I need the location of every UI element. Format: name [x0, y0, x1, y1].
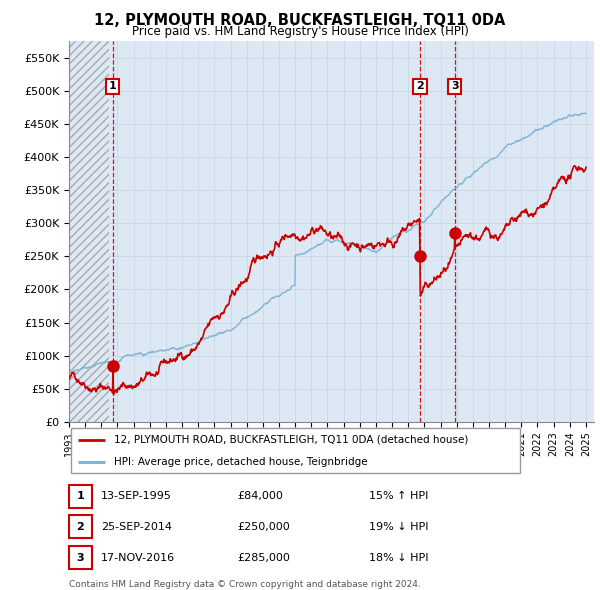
Text: 13-SEP-1995: 13-SEP-1995 [101, 491, 172, 501]
Text: HPI: Average price, detached house, Teignbridge: HPI: Average price, detached house, Teig… [115, 457, 368, 467]
Text: £84,000: £84,000 [237, 491, 283, 501]
Text: 17-NOV-2016: 17-NOV-2016 [101, 553, 175, 562]
Text: 12, PLYMOUTH ROAD, BUCKFASTLEIGH, TQ11 0DA (detached house): 12, PLYMOUTH ROAD, BUCKFASTLEIGH, TQ11 0… [115, 435, 469, 445]
Text: 3: 3 [451, 81, 458, 91]
Text: 12, PLYMOUTH ROAD, BUCKFASTLEIGH, TQ11 0DA: 12, PLYMOUTH ROAD, BUCKFASTLEIGH, TQ11 0… [94, 13, 506, 28]
Text: Contains HM Land Registry data © Crown copyright and database right 2024.: Contains HM Land Registry data © Crown c… [69, 580, 421, 589]
Text: 19% ↓ HPI: 19% ↓ HPI [369, 522, 428, 532]
Text: 18% ↓ HPI: 18% ↓ HPI [369, 553, 428, 562]
Text: 3: 3 [77, 553, 84, 562]
Text: Price paid vs. HM Land Registry's House Price Index (HPI): Price paid vs. HM Land Registry's House … [131, 25, 469, 38]
Text: 1: 1 [109, 81, 116, 91]
FancyBboxPatch shape [71, 428, 520, 474]
Text: 25-SEP-2014: 25-SEP-2014 [101, 522, 172, 532]
Text: 1: 1 [77, 491, 84, 501]
Text: 2: 2 [77, 522, 84, 532]
Text: 15% ↑ HPI: 15% ↑ HPI [369, 491, 428, 501]
Text: 2: 2 [416, 81, 424, 91]
Text: £250,000: £250,000 [237, 522, 290, 532]
Text: £285,000: £285,000 [237, 553, 290, 562]
Bar [69, 41, 109, 422]
